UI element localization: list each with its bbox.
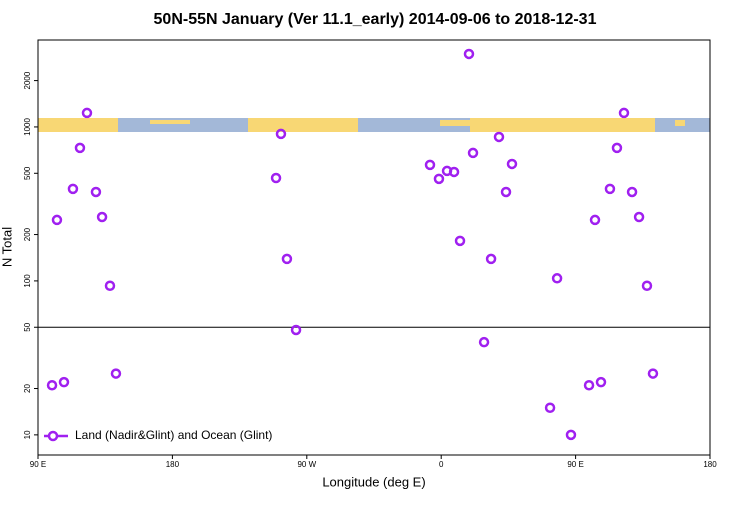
point <box>485 253 497 265</box>
point <box>506 158 518 170</box>
point <box>433 173 445 185</box>
plot-frame <box>37 39 711 456</box>
point <box>281 253 293 265</box>
point <box>104 280 116 292</box>
y-axis-label: N Total <box>0 227 14 267</box>
point <box>500 186 512 198</box>
point <box>110 368 122 379</box>
point <box>618 107 630 119</box>
x-tick-label: 90 W <box>297 460 316 469</box>
y-tick-label: 200 <box>23 227 32 241</box>
point <box>589 214 601 226</box>
y-tick-label: 50 <box>23 322 32 331</box>
point <box>424 159 436 171</box>
point <box>46 380 58 391</box>
point <box>626 186 638 198</box>
point <box>96 211 108 223</box>
point <box>81 107 93 119</box>
point <box>633 211 645 223</box>
point <box>58 376 70 388</box>
point <box>641 280 653 292</box>
y-tick-label: 20 <box>23 384 32 393</box>
point <box>448 166 460 178</box>
chart-title: 50N-55N January (Ver 11.1_early) 2014-09… <box>154 11 597 28</box>
x-axis-label: Longitude (deg E) <box>322 474 425 489</box>
point <box>463 48 475 60</box>
map-strip <box>38 118 710 132</box>
point <box>595 376 607 388</box>
point <box>551 273 563 284</box>
y-tick-label: 2000 <box>23 71 32 89</box>
legend-marker <box>47 430 59 442</box>
point <box>493 131 505 143</box>
point <box>74 142 86 154</box>
y-tick-label: 100 <box>23 274 32 288</box>
legend-label: Land (Nadir&Glint) and Ocean (Glint) <box>75 428 272 442</box>
point <box>583 380 595 391</box>
y-tick-label: 10 <box>23 430 32 439</box>
point <box>454 235 466 247</box>
x-tick-label: 180 <box>703 460 717 469</box>
x-tick-label: 180 <box>166 460 180 469</box>
point <box>611 142 623 154</box>
point <box>275 128 287 140</box>
x-tick-label: 90 E <box>567 460 583 469</box>
x-tick-label: 0 <box>439 460 444 469</box>
point <box>290 324 302 336</box>
point <box>565 429 577 441</box>
point <box>51 214 63 226</box>
point <box>478 336 490 348</box>
point <box>90 186 102 198</box>
point <box>467 147 479 159</box>
point <box>67 183 79 195</box>
point <box>270 172 282 184</box>
y-tick-label: 1000 <box>23 117 32 135</box>
point <box>544 402 556 414</box>
y-tick-label: 500 <box>23 166 32 180</box>
x-tick-label: 90 E <box>30 460 46 469</box>
point <box>604 183 616 195</box>
point <box>647 368 659 379</box>
